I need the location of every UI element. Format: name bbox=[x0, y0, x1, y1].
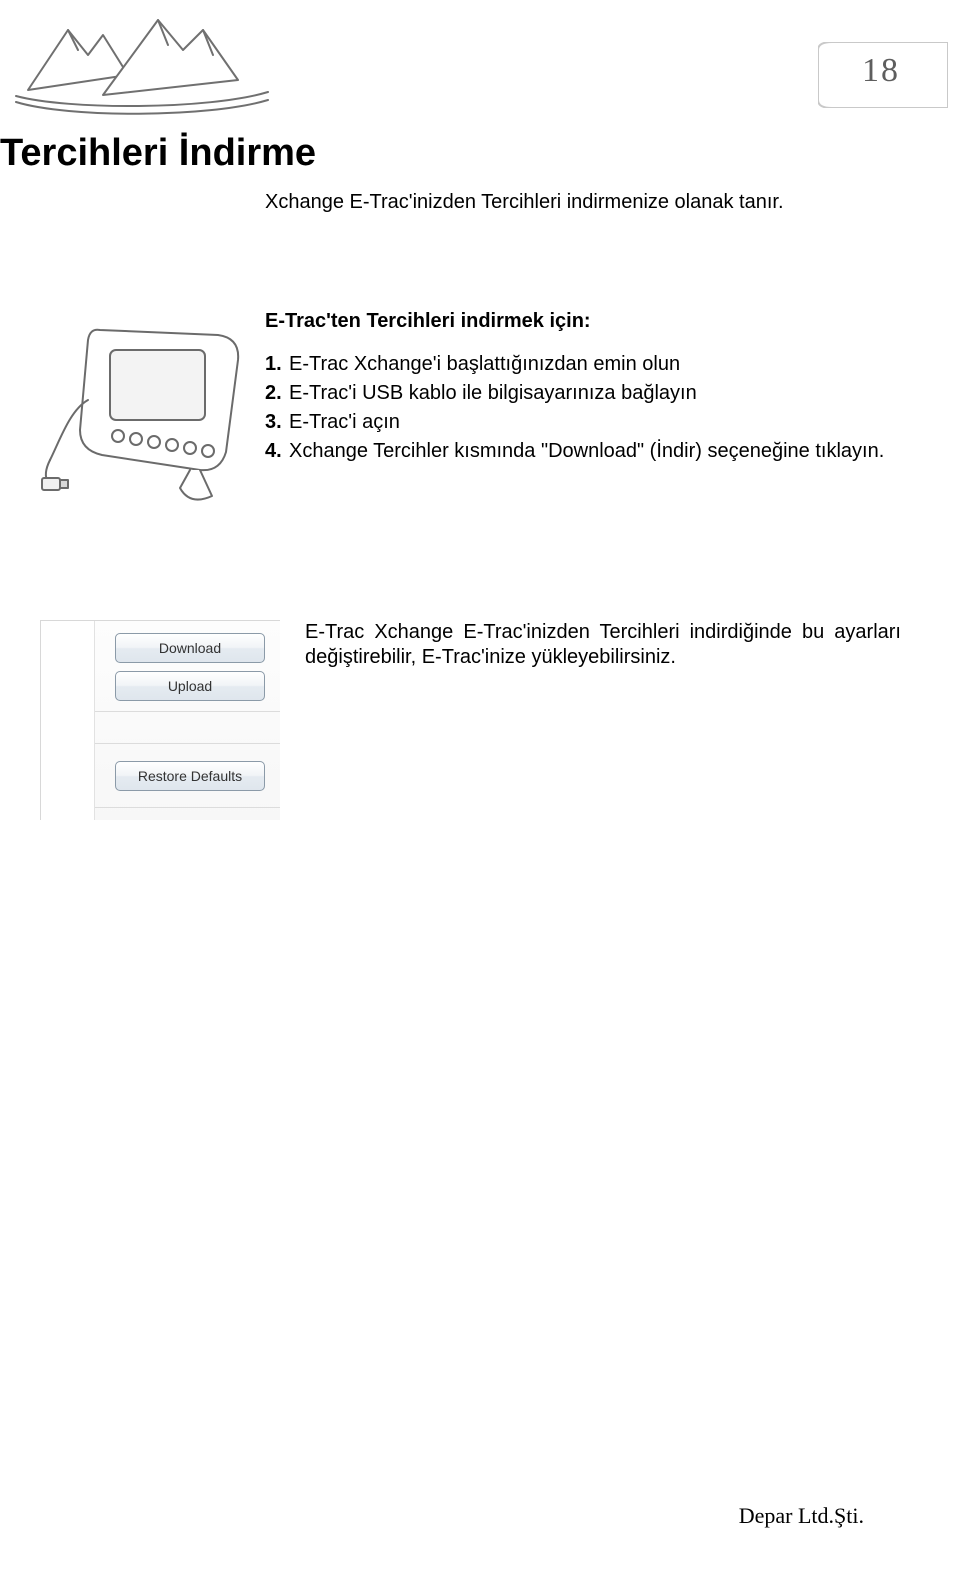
panel-left-strip bbox=[41, 621, 95, 820]
instructions-list: 1.E-Trac Xchange'i başlattığınızdan emin… bbox=[265, 351, 901, 465]
instructions-column: E-Trac'ten Tercihleri indirmek için: 1.E… bbox=[265, 310, 901, 467]
intro-paragraph: Xchange E-Trac'inizden Tercihleri indirm… bbox=[265, 190, 901, 215]
page-title: Tercihleri İndirme bbox=[0, 132, 316, 175]
page-number: 18 bbox=[862, 52, 900, 90]
instructions-heading: E-Trac'ten Tercihleri indirmek için: bbox=[265, 310, 901, 333]
step-number: 2. bbox=[265, 380, 289, 407]
panel-divider bbox=[95, 807, 280, 808]
step-number: 3. bbox=[265, 409, 289, 436]
header-band: 18 bbox=[0, 0, 960, 140]
step-text: Xchange Tercihler kısmında "Download" (İ… bbox=[289, 440, 884, 462]
upload-button[interactable]: Upload bbox=[115, 671, 265, 701]
list-item: 1.E-Trac Xchange'i başlattığınızdan emin… bbox=[265, 351, 901, 378]
download-button[interactable]: Download bbox=[115, 633, 265, 663]
step-text: E-Trac'i açın bbox=[289, 411, 400, 433]
list-item: 2.E-Trac'i USB kablo ile bilgisayarınıza… bbox=[265, 380, 901, 407]
list-item: 3.E-Trac'i açın bbox=[265, 409, 901, 436]
buttons-screenshot-panel: Download Upload Restore Defaults bbox=[40, 620, 280, 820]
restore-defaults-button[interactable]: Restore Defaults bbox=[115, 761, 265, 791]
result-paragraph: E-Trac Xchange E-Trac'inizden Tercihleri… bbox=[305, 620, 901, 670]
step-number: 1. bbox=[265, 351, 289, 378]
document-page: 18 Tercihleri İndirme Xchange E-Trac'ini… bbox=[0, 0, 960, 1569]
step-number: 4. bbox=[265, 438, 289, 465]
list-item: 4.Xchange Tercihler kısmında "Download" … bbox=[265, 438, 901, 465]
step-text: E-Trac Xchange'i başlattığınızdan emin o… bbox=[289, 353, 680, 375]
mountain-logo-icon bbox=[8, 0, 278, 118]
step-text: E-Trac'i USB kablo ile bilgisayarınıza b… bbox=[289, 382, 697, 404]
panel-divider bbox=[95, 743, 280, 744]
panel-background: Download Upload Restore Defaults bbox=[40, 620, 280, 820]
footer-text: Depar Ltd.Şti. bbox=[739, 1503, 864, 1529]
intro-block: Xchange E-Trac'inizden Tercihleri indirm… bbox=[265, 190, 901, 215]
device-illustration-icon bbox=[40, 310, 250, 510]
panel-divider bbox=[95, 711, 280, 712]
